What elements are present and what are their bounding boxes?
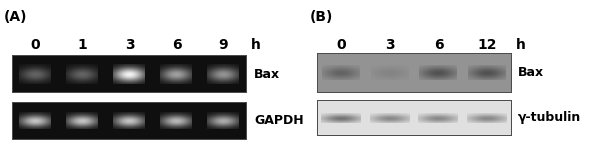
Text: h: h [516, 38, 526, 52]
Text: γ-tubulin: γ-tubulin [518, 112, 581, 124]
Text: 12: 12 [478, 38, 498, 52]
Text: Bax: Bax [518, 67, 544, 80]
Text: 1: 1 [78, 38, 87, 52]
Text: 3: 3 [125, 38, 134, 52]
Text: 9: 9 [219, 38, 228, 52]
Text: 3: 3 [385, 38, 395, 52]
Text: 6: 6 [172, 38, 181, 52]
Text: Bax: Bax [254, 68, 280, 81]
Text: (A): (A) [4, 10, 27, 24]
Text: 6: 6 [434, 38, 444, 52]
Text: 0: 0 [337, 38, 346, 52]
Text: 0: 0 [31, 38, 40, 52]
Text: h: h [251, 38, 261, 52]
Text: (B): (B) [310, 10, 333, 24]
Text: GAPDH: GAPDH [254, 115, 304, 127]
